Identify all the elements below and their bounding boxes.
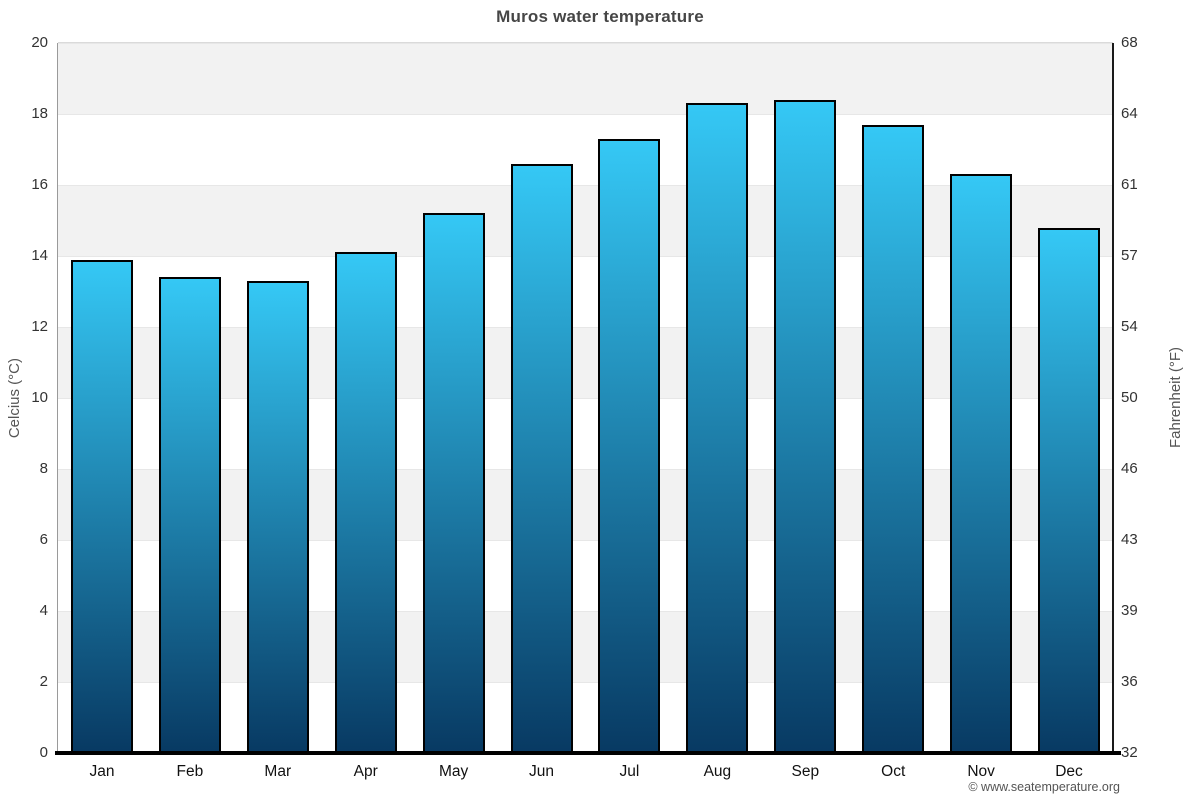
month-label-oct: Oct <box>881 763 906 780</box>
fahrenheit-tick-label: 36 <box>1121 673 1138 690</box>
plot-area <box>58 43 1113 753</box>
fahrenheit-tick-label: 68 <box>1121 34 1138 51</box>
celsius-tick-label: 12 <box>31 318 48 335</box>
bar-jan[interactable] <box>70 259 133 753</box>
chart-title: Muros water temperature <box>496 7 704 26</box>
month-label-jun: Jun <box>529 763 555 780</box>
fahrenheit-tick-label: 50 <box>1121 389 1138 406</box>
bar-oct[interactable] <box>862 124 925 753</box>
bar-jun[interactable] <box>510 163 573 753</box>
celsius-tick-label: 2 <box>39 673 48 690</box>
fahrenheit-tick-label: 32 <box>1121 744 1138 761</box>
celsius-tick-label: 20 <box>31 34 48 51</box>
celsius-tick-label: 16 <box>31 176 48 193</box>
month-label-aug: Aug <box>703 763 732 780</box>
bar-jul[interactable] <box>598 138 661 753</box>
celsius-tick-label: 18 <box>31 105 48 122</box>
fahrenheit-axis-line <box>1112 43 1114 753</box>
bar-aug[interactable] <box>686 103 749 753</box>
fahrenheit-tick-label: 57 <box>1121 247 1138 264</box>
bar-sep[interactable] <box>774 99 837 753</box>
celsius-axis-line <box>57 43 58 753</box>
fahrenheit-tick-label: 54 <box>1121 318 1138 335</box>
bar-nov[interactable] <box>950 174 1013 753</box>
celsius-tick-label: 4 <box>39 602 48 619</box>
month-label-nov: Nov <box>967 763 995 780</box>
month-label-dec: Dec <box>1055 763 1083 780</box>
month-label-may: May <box>438 763 469 780</box>
grid-band <box>58 398 1113 469</box>
bar-apr[interactable] <box>334 252 397 753</box>
fahrenheit-tick-label: 43 <box>1121 531 1138 548</box>
celsius-tick-label: 8 <box>39 460 48 477</box>
grid-band <box>58 469 1113 540</box>
fahrenheit-tick-label: 46 <box>1121 460 1138 477</box>
bar-may[interactable] <box>422 213 485 753</box>
celsius-tick-label: 14 <box>31 247 48 264</box>
plot-top-border <box>58 42 1113 43</box>
grid-band <box>58 682 1113 753</box>
bar-dec[interactable] <box>1038 227 1101 753</box>
bar-mar[interactable] <box>246 280 309 753</box>
grid-band <box>58 611 1113 682</box>
month-label-jul: Jul <box>619 763 640 780</box>
grid-band <box>58 327 1113 398</box>
grid-band <box>58 256 1113 327</box>
month-label-jan: Jan <box>89 763 115 780</box>
month-label-feb: Feb <box>176 763 204 780</box>
month-label-mar: Mar <box>264 763 292 780</box>
month-label-apr: Apr <box>353 763 378 780</box>
bar-feb[interactable] <box>158 277 221 753</box>
month-label-sep: Sep <box>791 763 820 780</box>
celsius-tick-label: 0 <box>39 744 48 761</box>
grid-band <box>58 185 1113 256</box>
watermark: © www.seatemperature.org <box>968 780 1120 794</box>
grid-band <box>58 43 1113 114</box>
grid-band <box>58 540 1113 611</box>
fahrenheit-tick-label: 61 <box>1121 176 1138 193</box>
grid-band <box>58 114 1113 185</box>
celsius-tick-label: 10 <box>31 389 48 406</box>
celsius-tick-label: 6 <box>39 531 48 548</box>
x-axis-line <box>55 751 1121 755</box>
fahrenheit-tick-label: 39 <box>1121 602 1138 619</box>
fahrenheit-tick-label: 64 <box>1121 105 1138 122</box>
